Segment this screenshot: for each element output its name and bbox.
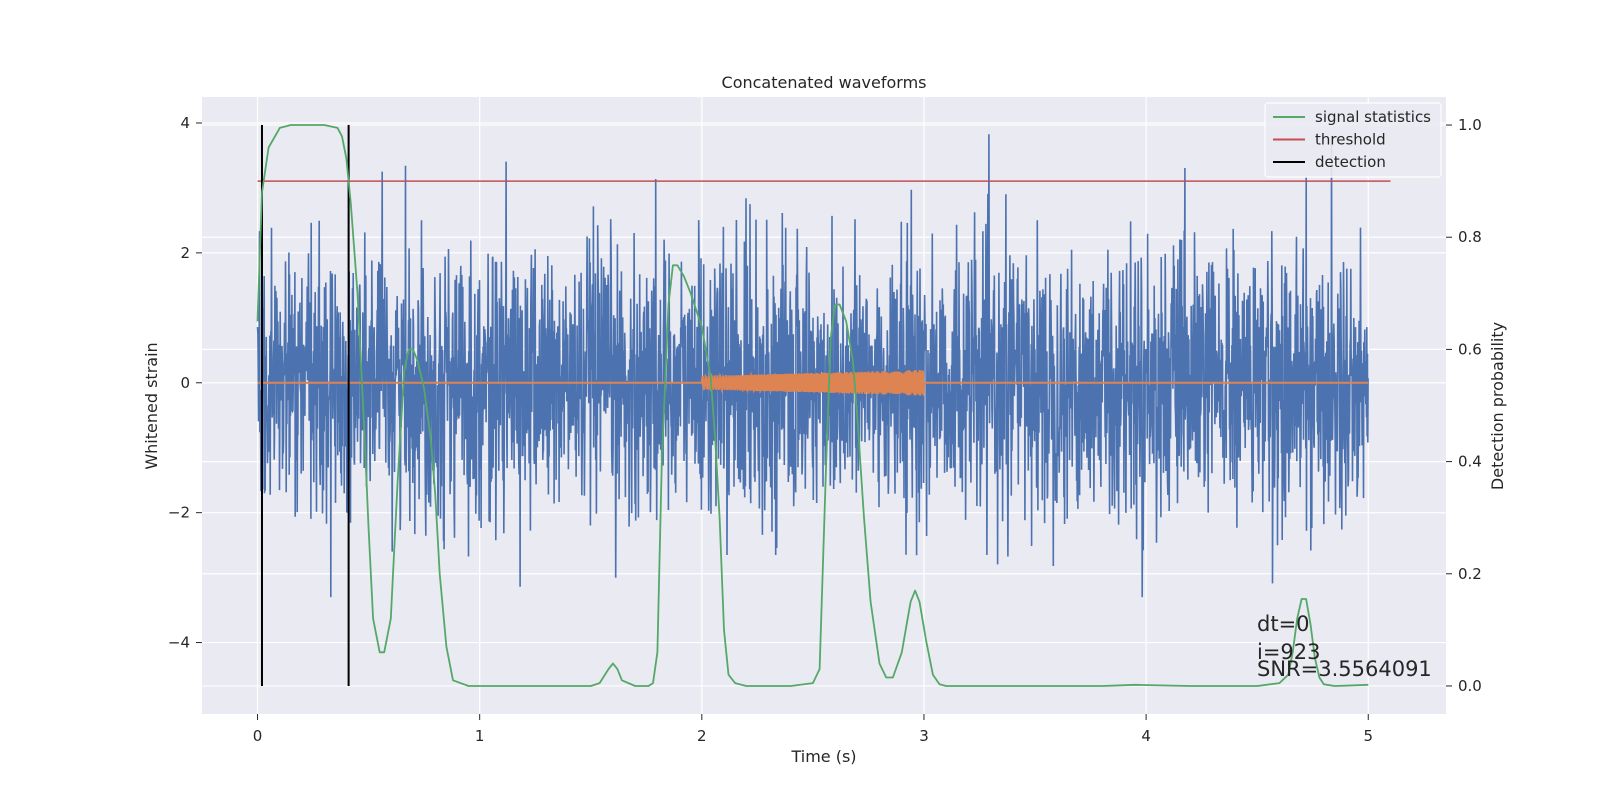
annotation-index: i=923	[1257, 640, 1321, 664]
legend-label: signal statistics	[1315, 108, 1431, 126]
axes: 0 1 2 3 4 5 −4 −2 0 2 4 0.0 0.2 0.4 0.6 0.8 1.0	[168, 114, 1482, 745]
x-axis-label: Time (s)	[790, 747, 856, 766]
y2-tick-label: 0.4	[1458, 453, 1482, 471]
waveform-series-line	[257, 370, 1369, 396]
y2-tick-label: 0.6	[1458, 340, 1482, 358]
y2-axis-label: Detection probability	[1488, 322, 1507, 490]
annotation-snr: SNR=3.5564091	[1257, 657, 1432, 681]
x-tick-label: 5	[1363, 727, 1373, 745]
x-tick-label: 1	[475, 727, 485, 745]
y2-tick-label: 0.0	[1458, 677, 1482, 695]
chart-title: Concatenated waveforms	[722, 73, 927, 92]
y-axis-label: Whitened strain	[142, 342, 161, 469]
y2-tick-label: 0.2	[1458, 565, 1482, 583]
x-tick-label: 0	[253, 727, 263, 745]
y-tick-label: 4	[180, 114, 190, 132]
annotation-block: dt=0 i=923 SNR=3.5564091	[1257, 612, 1432, 681]
legend: signal statistics threshold detection	[1264, 102, 1442, 178]
data-layer	[256, 124, 1391, 687]
y-tick-label: −4	[168, 634, 190, 652]
x-tick-label: 3	[919, 727, 929, 745]
x-tick-label: 4	[1141, 727, 1151, 745]
noise-series-line	[256, 134, 1369, 598]
legend-label: threshold	[1315, 131, 1386, 149]
signal-statistics-line	[256, 124, 1369, 687]
y-tick-label: 2	[180, 244, 190, 262]
y-tick-label: 0	[180, 374, 190, 392]
y-tick-label: −2	[168, 504, 190, 522]
legend-box	[1264, 102, 1442, 178]
x-tick-label: 2	[697, 727, 707, 745]
annotation-dt: dt=0	[1257, 612, 1310, 636]
legend-label: detection	[1315, 153, 1386, 171]
y2-tick-label: 0.8	[1458, 228, 1482, 246]
y2-tick-label: 1.0	[1458, 116, 1482, 134]
